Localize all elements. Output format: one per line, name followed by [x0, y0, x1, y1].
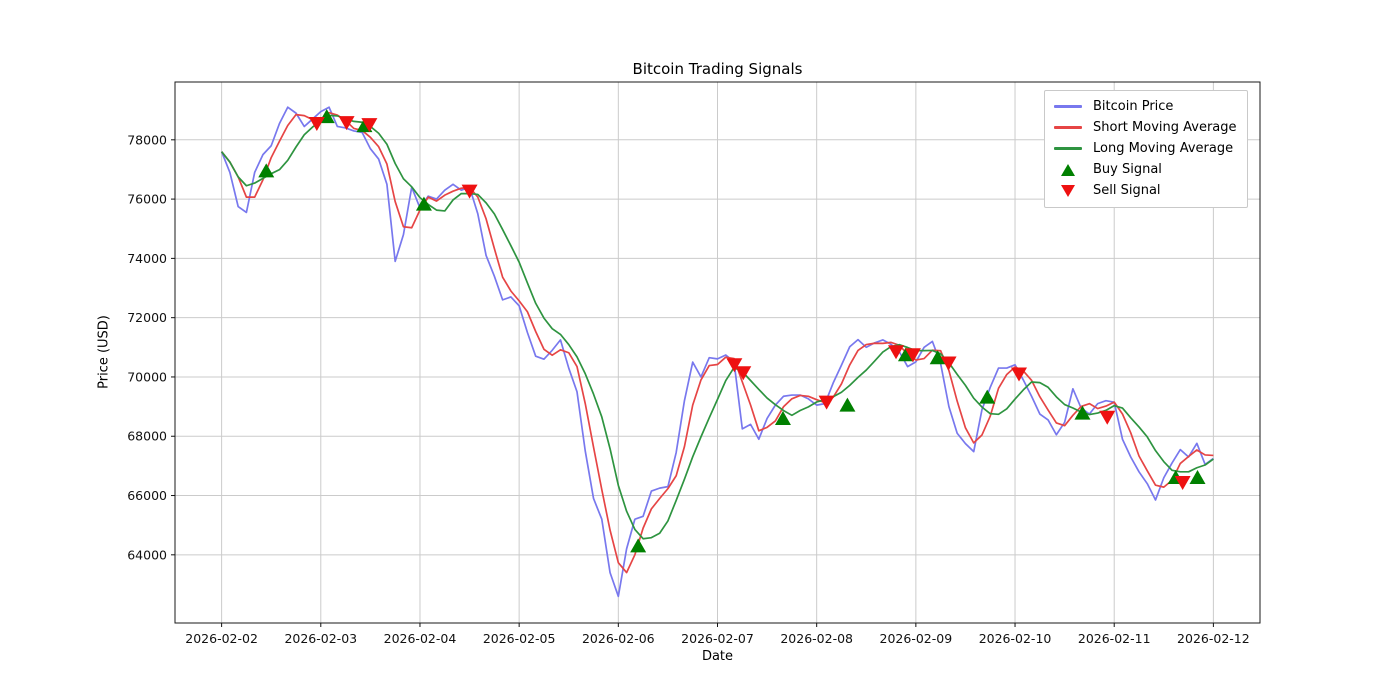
legend-item-bitcoin-price: Bitcoin Price — [1054, 98, 1237, 116]
x-tick-label: 2026-02-04 — [384, 631, 457, 646]
y-tick-label: 66000 — [127, 488, 167, 503]
buy-triangle-icon — [897, 347, 914, 362]
long-moving-average-line — [220, 114, 1214, 540]
y-tick-label: 70000 — [127, 369, 167, 384]
legend-item-short-ma: Short Moving Average — [1054, 119, 1237, 137]
buy-triangle-icon — [258, 163, 275, 178]
x-tick-label: 2026-02-02 — [185, 631, 258, 646]
sell-triangle-icon — [818, 395, 835, 410]
x-tick-label: 2026-02-12 — [1177, 631, 1250, 646]
y-tick-label: 72000 — [127, 310, 167, 325]
sell-triangle-icon — [461, 184, 478, 199]
x-tick-labels: 2026-02-02 2026-02-03 2026-02-04 2026-02-05… — [185, 623, 1250, 646]
y-tick-label: 64000 — [127, 547, 167, 562]
x-tick-label: 2026-02-07 — [681, 631, 754, 646]
buy-triangle-icon — [630, 538, 647, 553]
x-tick-label: 2026-02-06 — [582, 631, 655, 646]
grid-layer — [175, 82, 1260, 623]
y-tick-label: 78000 — [127, 132, 167, 147]
legend-box: Bitcoin Price Short Moving Average Long … — [1044, 90, 1248, 208]
y-axis-label: Price (USD) — [96, 315, 112, 389]
x-tick-label: 2026-02-10 — [979, 631, 1052, 646]
buy-signal-markers — [258, 109, 1206, 553]
y-tick-label: 74000 — [127, 251, 167, 266]
sell-triangle-icon — [904, 348, 921, 363]
x-tick-label: 2026-02-03 — [284, 631, 357, 646]
short-moving-average-line — [220, 111, 1214, 574]
x-tick-label: 2026-02-08 — [780, 631, 853, 646]
buy-triangle-icon — [1054, 163, 1082, 176]
buy-triangle-icon — [979, 389, 996, 404]
sell-triangle-icon — [1010, 367, 1027, 382]
short-ma-line-swatch-icon — [1054, 126, 1082, 130]
legend-item-sell-signal: Sell Signal — [1054, 182, 1237, 200]
legend-label: Short Moving Average — [1093, 120, 1237, 136]
long-ma-line-swatch-icon — [1054, 147, 1082, 151]
x-axis-label: Date — [701, 649, 734, 664]
price-line-swatch-icon — [1054, 105, 1082, 109]
sell-triangle-icon — [308, 117, 325, 132]
sell-triangle-icon — [1174, 475, 1191, 490]
y-tick-labels: 64000 66000 68000 70000 72000 74000 76000 78000 — [127, 132, 175, 562]
buy-triangle-icon — [1189, 469, 1206, 484]
legend-label: Long Moving Average — [1093, 141, 1234, 157]
legend-item-buy-signal: Buy Signal — [1054, 161, 1237, 179]
sell-triangle-icon — [1099, 410, 1116, 425]
x-tick-label: 2026-02-11 — [1078, 631, 1151, 646]
legend-label: Bitcoin Price — [1093, 99, 1174, 115]
y-tick-label: 76000 — [127, 192, 167, 207]
buy-triangle-icon — [1074, 405, 1091, 420]
buy-triangle-icon — [415, 196, 432, 211]
sell-triangle-icon — [361, 118, 378, 133]
sell-triangle-icon — [726, 358, 743, 373]
legend-item-long-ma: Long Moving Average — [1054, 140, 1237, 158]
sell-triangle-icon — [1054, 184, 1082, 197]
bitcoin-price-line — [220, 106, 1214, 598]
buy-triangle-icon — [774, 410, 791, 425]
sell-signal-markers — [308, 116, 1191, 490]
sell-triangle-icon — [888, 345, 905, 360]
x-tick-label: 2026-02-09 — [880, 631, 953, 646]
sell-triangle-icon — [735, 366, 752, 381]
x-tick-label: 2026-02-05 — [483, 631, 556, 646]
chart-title: Bitcoin Trading Signals — [632, 60, 803, 78]
sell-triangle-icon — [338, 116, 355, 131]
buy-triangle-icon — [929, 350, 946, 365]
buy-triangle-icon — [839, 397, 856, 412]
y-tick-label: 68000 — [127, 429, 167, 444]
legend-label: Sell Signal — [1093, 183, 1161, 199]
legend-label: Buy Signal — [1093, 162, 1162, 178]
sell-triangle-icon — [940, 356, 957, 371]
